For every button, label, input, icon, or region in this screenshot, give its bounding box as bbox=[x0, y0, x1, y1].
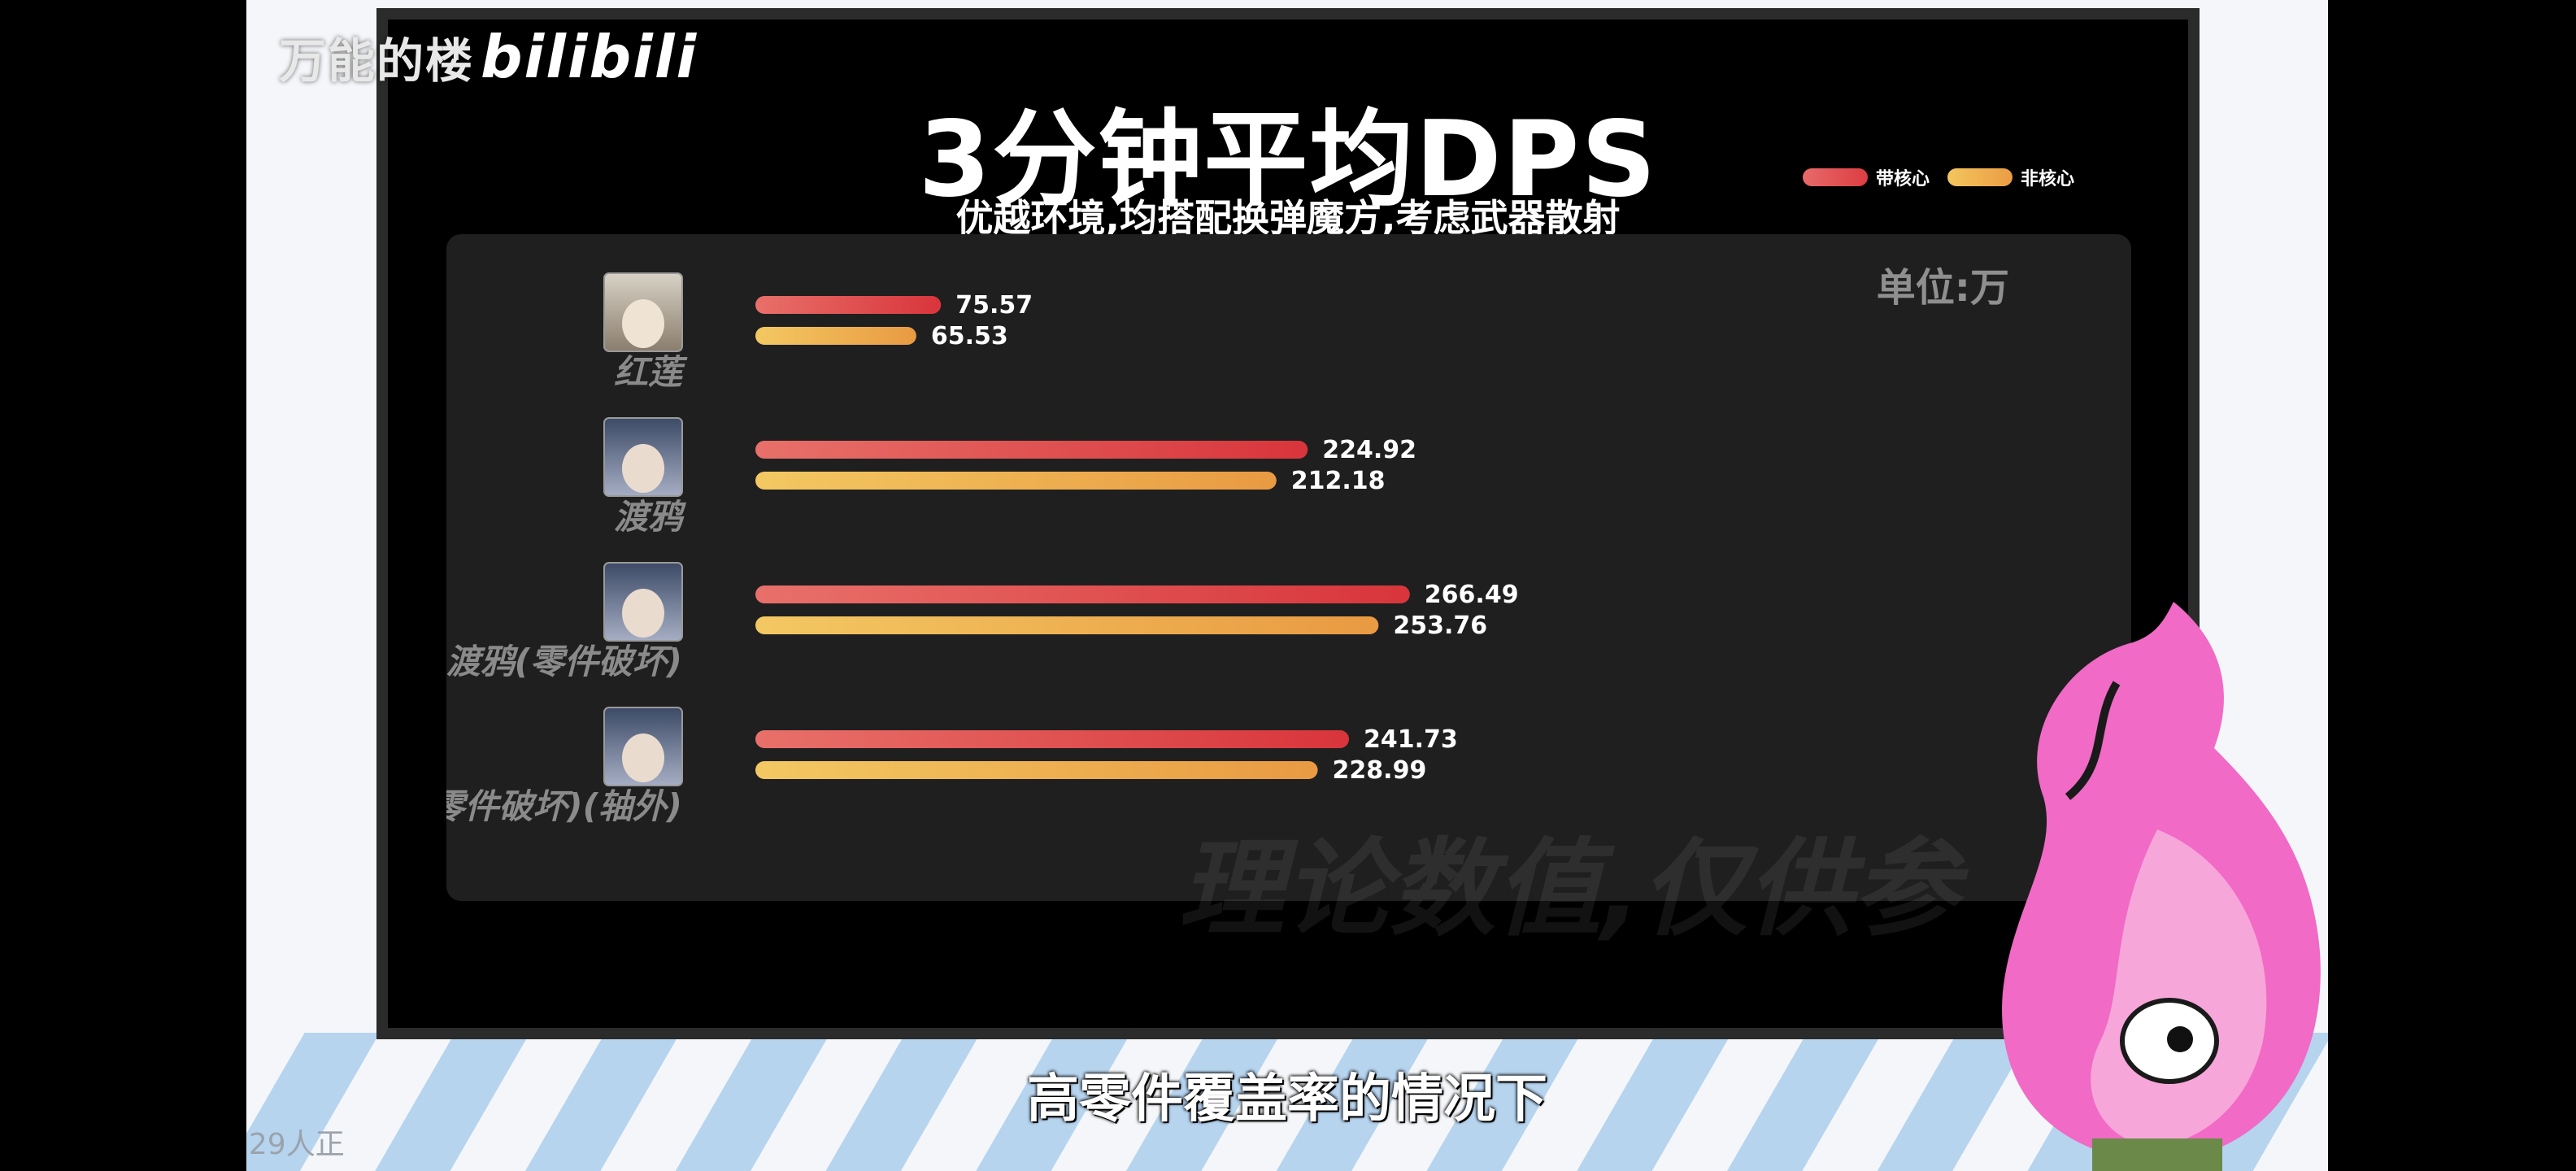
unit-label: 单位:万 bbox=[1876, 265, 2009, 311]
chart-title: 3分钟平均DPS bbox=[918, 99, 1658, 220]
value-label-core-row-1: 75.57 bbox=[955, 291, 1033, 320]
viewer-count: 129人正 bbox=[246, 1128, 345, 1161]
chart-subtitle: 优越环境,均搭配换弹魔方,考虑武器散射 bbox=[955, 196, 1621, 240]
disclaimer-watermark: 理论数值,仅供参 bbox=[1178, 827, 1959, 951]
legend-item-core: 带核心 bbox=[1803, 164, 1930, 190]
avatar-face-row-2 bbox=[622, 444, 664, 493]
avatar-face-row-3 bbox=[622, 589, 664, 638]
bar-noncore-row-1 bbox=[755, 327, 916, 345]
avatar-face-row-1 bbox=[622, 299, 664, 348]
value-label-noncore-row-1: 65.53 bbox=[931, 322, 1008, 350]
bar-core-row-3 bbox=[755, 586, 1410, 603]
chart-screen: 3分钟平均DPS 优越环境,均搭配换弹魔方,考虑武器散射 带核心 非核心 理论数… bbox=[376, 8, 2200, 1039]
value-label-core-row-3: 266.49 bbox=[1425, 581, 1519, 609]
video-caption: 高零件覆盖率的情况下 bbox=[1027, 1069, 1547, 1130]
legend-item-noncore: 非核心 bbox=[1947, 164, 2074, 190]
bar-noncore-row-3 bbox=[755, 616, 1379, 634]
bar-core-row-4 bbox=[755, 730, 1350, 748]
bar-noncore-row-4 bbox=[755, 761, 1318, 779]
category-label-row-2: 渡鸦 bbox=[614, 497, 687, 537]
bar-core-row-2 bbox=[755, 441, 1308, 459]
legend-swatch-core bbox=[1803, 168, 1868, 186]
category-label-row-4: 渡鸦(零件破坏)(轴外) bbox=[446, 786, 682, 826]
category-label-row-3: 渡鸦(零件破坏) bbox=[446, 642, 682, 681]
bilibili-logo: bilibili bbox=[481, 23, 698, 91]
value-label-core-row-2: 224.92 bbox=[1322, 436, 1416, 464]
striped-background bbox=[246, 1033, 2328, 1171]
bar-core-row-1 bbox=[755, 296, 942, 314]
legend: 带核心 非核心 bbox=[1803, 164, 2074, 190]
channel-name: 万能的楼 bbox=[279, 33, 475, 89]
avatar-face-row-4 bbox=[622, 734, 664, 782]
value-label-noncore-row-2: 212.18 bbox=[1291, 467, 1386, 495]
category-label-row-1: 红莲 bbox=[614, 352, 688, 392]
value-label-core-row-4: 241.73 bbox=[1364, 725, 1458, 754]
legend-swatch-noncore bbox=[1947, 168, 2013, 186]
value-label-noncore-row-3: 253.76 bbox=[1393, 612, 1487, 640]
value-label-noncore-row-4: 228.99 bbox=[1333, 756, 1427, 785]
legend-label-core: 带核心 bbox=[1876, 169, 1930, 189]
legend-label-noncore: 非核心 bbox=[2021, 169, 2075, 189]
bar-noncore-row-2 bbox=[755, 472, 1277, 490]
video-frame: 万能的楼 bilibili 3分钟平均DPS 优越环境,均搭配换弹魔方,考虑武器散… bbox=[246, 0, 2328, 1171]
channel-watermark: 万能的楼 bilibili bbox=[279, 23, 698, 91]
flame-mascot-icon bbox=[2002, 602, 2321, 1171]
chart-panel: 理论数值,仅供参 单位:万 红莲 75.57 bbox=[446, 234, 2131, 951]
